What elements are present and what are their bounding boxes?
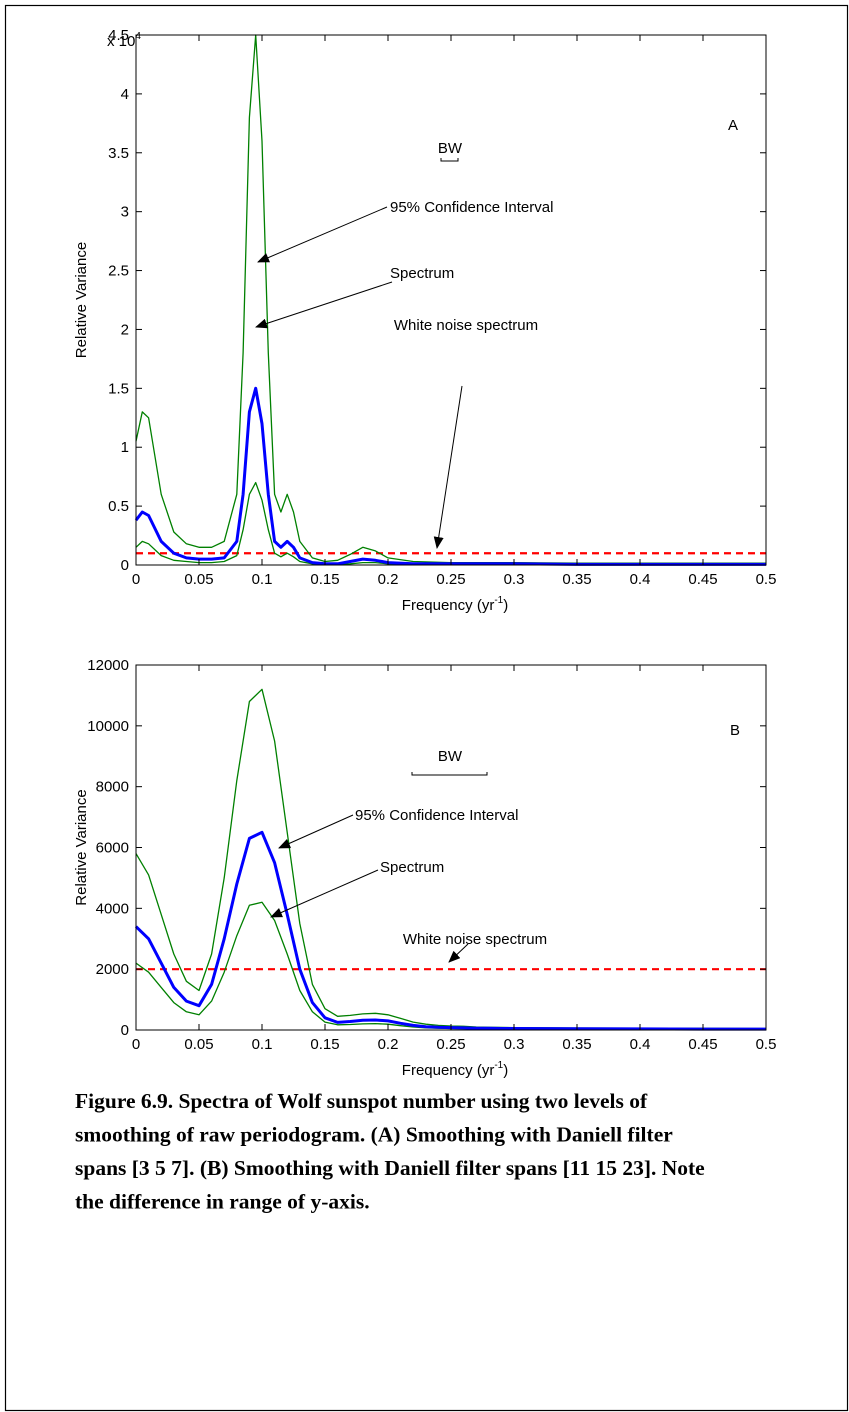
y-tick-label: 1 xyxy=(121,439,129,456)
y-tick-label: 4000 xyxy=(96,900,129,917)
x-tick-label: 0.1 xyxy=(252,1036,273,1053)
caption-line: the difference in range of y-axis. xyxy=(75,1190,370,1214)
spectrum-arrow xyxy=(255,281,393,329)
ci-arrow xyxy=(278,814,354,849)
y-tick-label: 4 xyxy=(121,86,129,103)
x-tick-label: 0.5 xyxy=(756,1036,777,1053)
y-tick-label: 0 xyxy=(121,1022,129,1039)
white-noise-arrow xyxy=(448,943,469,963)
y-multiplier-exp: 4 xyxy=(135,31,141,42)
y-tick-label: 10000 xyxy=(87,718,129,735)
series-line xyxy=(134,830,766,1031)
x-axis-label-sup: -1 xyxy=(494,1060,503,1071)
series-line xyxy=(135,901,766,1031)
x-tick-label: 0.35 xyxy=(562,571,591,588)
bw-label: BW xyxy=(438,140,463,157)
bw-bar xyxy=(411,772,488,776)
y-tick-label: 2.5 xyxy=(108,263,129,280)
x-tick-label: 0.05 xyxy=(184,1036,213,1053)
x-tick-label: 0.05 xyxy=(184,571,213,588)
x-tick-label: 0.4 xyxy=(630,1036,651,1053)
plot-frame xyxy=(135,664,767,1031)
white-noise-arrow xyxy=(433,385,463,549)
x-tick-label: 0 xyxy=(132,1036,140,1053)
x-axis-label-text: Frequency (yr xyxy=(402,597,495,614)
y-tick-label: 3.5 xyxy=(108,145,129,162)
x-axis-label-close: ) xyxy=(503,1062,508,1079)
x-tick-label: 0.15 xyxy=(310,571,339,588)
y-multiplier: x 104 xyxy=(107,31,141,50)
y-axis-label: Relative Variance xyxy=(73,789,90,905)
series-line xyxy=(135,34,766,564)
x-tick-label: 0.5 xyxy=(756,571,777,588)
x-tick-label: 0 xyxy=(132,571,140,588)
y-tick-label: 6000 xyxy=(96,840,129,857)
x-tick-label: 0.1 xyxy=(252,571,273,588)
caption-line: Figure 6.9. Spectra of Wolf sunspot numb… xyxy=(75,1089,648,1113)
spectrum-label: Spectrum xyxy=(380,859,444,876)
plot-frame xyxy=(135,34,767,566)
y-tick-label: 4.5 xyxy=(108,27,129,44)
ci-label: 95% Confidence Interval xyxy=(390,199,553,216)
panel-label: B xyxy=(730,722,740,739)
x-axis-label: Frequency (yr-1) xyxy=(402,1060,508,1079)
bw-bar xyxy=(440,158,459,162)
y-tick-label: 0.5 xyxy=(108,498,129,515)
x-tick-label: 0.25 xyxy=(436,1036,465,1053)
x-tick-label: 0.15 xyxy=(310,1036,339,1053)
y-tick-label: 3 xyxy=(121,204,129,221)
x-tick-label: 0.35 xyxy=(562,1036,591,1053)
white-noise-label: White noise spectrum xyxy=(403,931,547,948)
y-axis-label: Relative Variance xyxy=(73,242,90,358)
x-tick-label: 0.3 xyxy=(504,1036,525,1053)
x-tick-label: 0.3 xyxy=(504,571,525,588)
y-tick-label: 1.5 xyxy=(108,380,129,397)
caption-line: spans [3 5 7]. (B) Smoothing with Daniel… xyxy=(75,1156,705,1180)
x-tick-label: 0.45 xyxy=(688,571,717,588)
caption-line: smoothing of raw periodogram. (A) Smooth… xyxy=(75,1123,673,1147)
ci-arrow xyxy=(257,206,388,263)
y-tick-label: 2 xyxy=(121,321,129,338)
x-tick-label: 0.2 xyxy=(378,1036,399,1053)
ci-label: 95% Confidence Interval xyxy=(355,807,518,824)
spectrum-arrow xyxy=(270,869,379,918)
y-tick-label: 12000 xyxy=(87,657,129,674)
x-axis-label: Frequency (yr-1) xyxy=(402,595,508,614)
series-line xyxy=(134,386,766,566)
x-axis-label-close: ) xyxy=(503,597,508,614)
series-line xyxy=(135,688,767,1030)
panel-label: A xyxy=(728,117,738,134)
bw-label: BW xyxy=(438,748,463,765)
x-tick-label: 0.4 xyxy=(630,571,651,588)
spectrum-label: Spectrum xyxy=(390,265,454,282)
x-tick-label: 0.2 xyxy=(378,571,399,588)
white-noise-label: White noise spectrum xyxy=(394,317,538,334)
y-tick-label: 8000 xyxy=(96,779,129,796)
y-multiplier-base: x 10 xyxy=(107,33,135,50)
y-tick-label: 2000 xyxy=(96,961,129,978)
x-axis-label-sup: -1 xyxy=(494,595,503,606)
x-tick-label: 0.45 xyxy=(688,1036,717,1053)
figure-border xyxy=(4,4,849,1412)
x-axis-label-text: Frequency (yr xyxy=(402,1062,495,1079)
y-tick-label: 0 xyxy=(121,557,129,574)
x-tick-label: 0.25 xyxy=(436,571,465,588)
